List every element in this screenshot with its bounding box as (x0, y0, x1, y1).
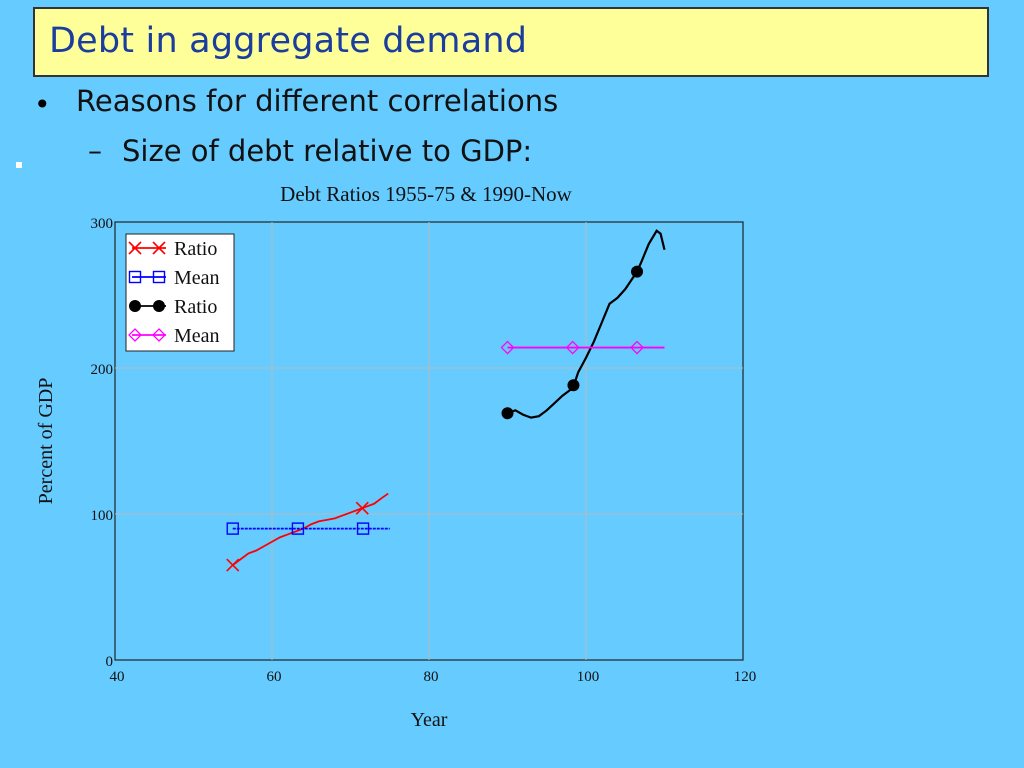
x-tick-label: 100 (577, 669, 600, 685)
series-1-mean (226, 522, 390, 535)
series-point (567, 379, 580, 392)
y-tick-label: 300 (91, 216, 114, 232)
legend-label: Mean (174, 325, 220, 347)
legend-box (125, 233, 235, 352)
series-line (507, 229, 666, 419)
legend-label: Ratio (174, 238, 217, 260)
legend-label: Mean (174, 267, 220, 289)
series-3-mean (500, 340, 665, 355)
series-layer (226, 229, 666, 572)
x-tick-label: 120 (734, 669, 757, 685)
series-point (226, 558, 240, 572)
legend-item: Mean (128, 267, 220, 289)
chart-legend: Ratio Mean Ratio Mean (125, 233, 235, 352)
legend-marker (128, 328, 142, 342)
x-tick-label: 80 (424, 669, 439, 685)
legend-item: Ratio (128, 238, 217, 260)
axis-ticks: 40 60 80 100 120 0 100 200 300 (91, 216, 757, 685)
x-axis-label: Year (411, 709, 448, 731)
series-point (500, 340, 515, 355)
chart-title: Debt Ratios 1955-75 & 1990-Now (280, 182, 572, 206)
bullet-text: Reasons for different correlations (76, 84, 559, 118)
legend-item: Mean (128, 325, 220, 347)
y-tick-label: 200 (91, 362, 114, 378)
y-tick-label: 100 (91, 508, 114, 524)
legend-marker (128, 241, 142, 255)
legend-marker (129, 300, 141, 312)
legend-marker (128, 270, 142, 284)
legend-label: Ratio (174, 296, 217, 318)
x-tick-label: 60 (267, 669, 282, 685)
grid-lines (115, 222, 743, 660)
slide-marker-square (16, 162, 22, 168)
series-point (356, 522, 370, 535)
bullet-marker: • (34, 88, 51, 121)
series-2-ratio (501, 229, 666, 420)
legend-marker (152, 328, 166, 342)
sub-bullet-text: Size of debt relative to GDP: (122, 134, 533, 168)
y-tick-label: 0 (106, 654, 114, 670)
sub-bullet-marker: – (88, 134, 102, 167)
y-axis-label: Percent of GDP (35, 378, 57, 505)
series-point (291, 522, 305, 535)
legend-marker (152, 270, 166, 284)
slide-title: Debt in aggregate demand (49, 21, 528, 61)
legend-item: Ratio (129, 296, 217, 318)
x-tick-label: 40 (110, 669, 125, 685)
series-point (355, 501, 369, 515)
slide-title-box: Debt in aggregate demand (33, 7, 989, 77)
series-point (631, 265, 644, 278)
series-point (501, 407, 514, 420)
series-point (226, 522, 239, 535)
series-point (630, 340, 644, 355)
legend-marker (153, 300, 165, 312)
series-point (565, 340, 580, 355)
legend-marker (152, 241, 166, 255)
series-0-ratio (226, 492, 389, 572)
